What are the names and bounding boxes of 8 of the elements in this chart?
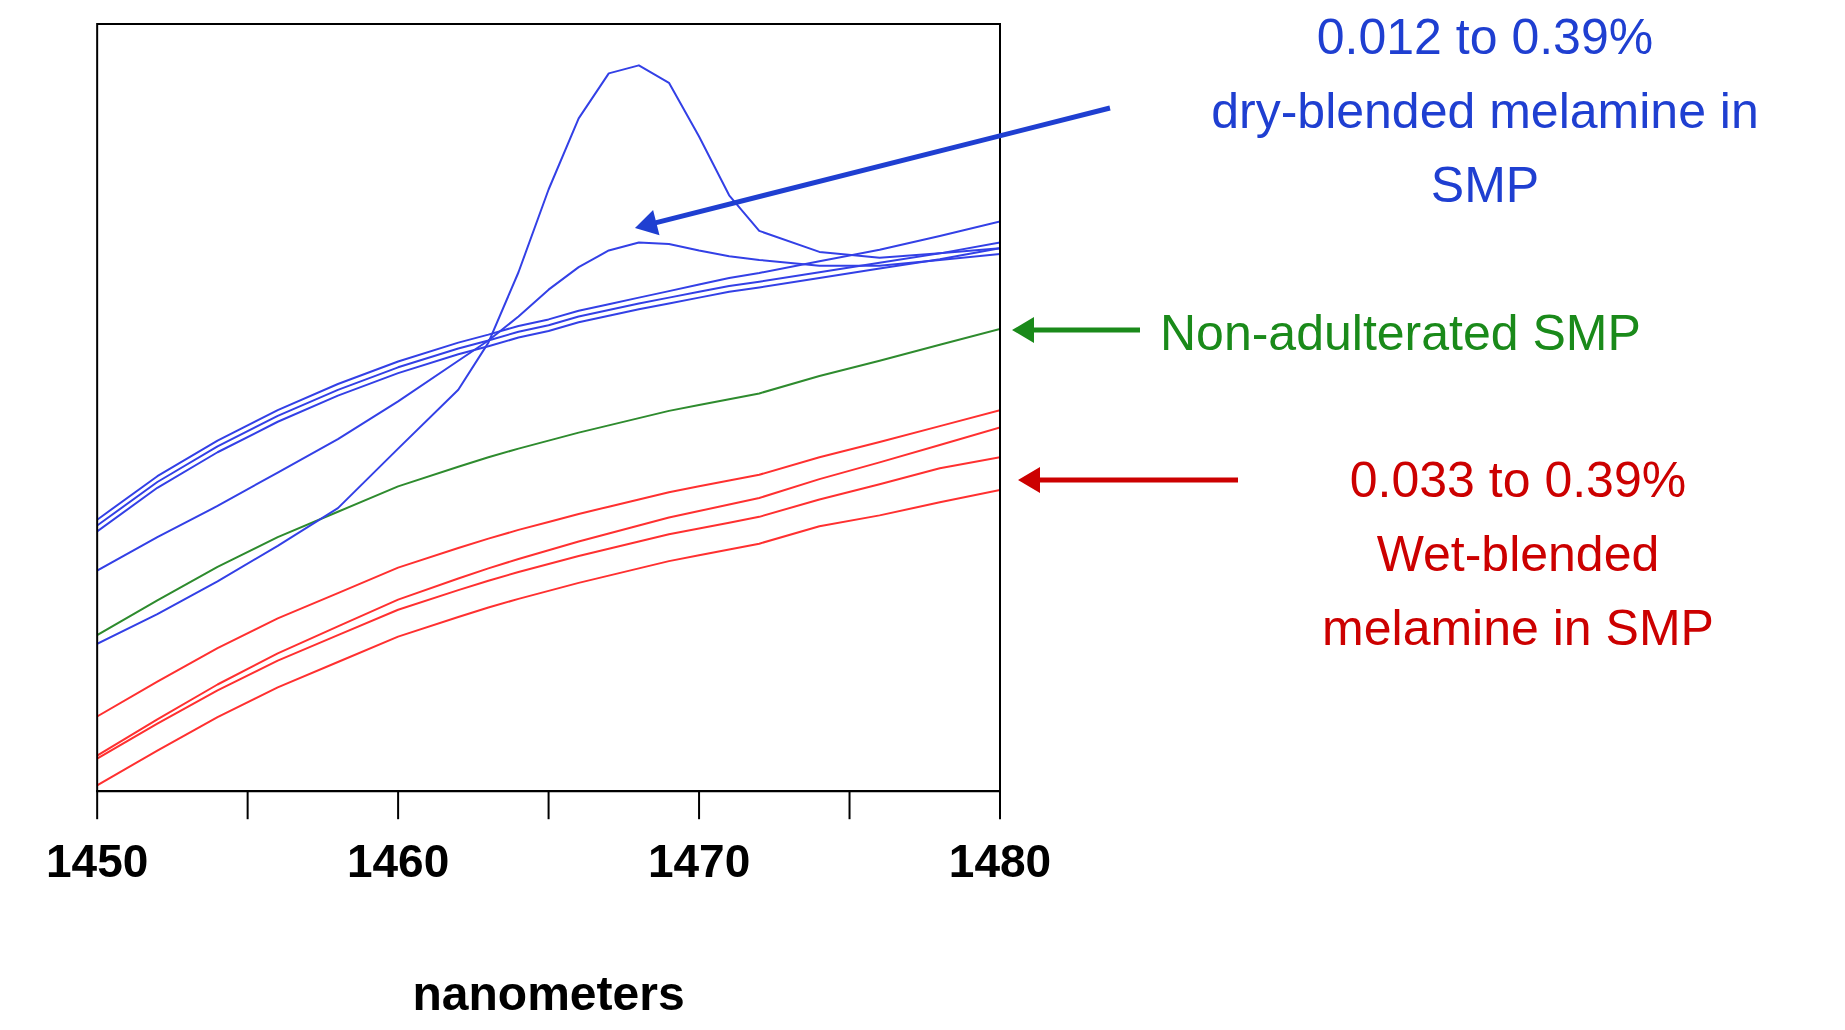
x-tick-label: 1470 [647, 835, 751, 888]
text: Non-adulterated SMP [1160, 305, 1641, 361]
text: 0.012 to 0.39% dry-blended melamine in SMP [1211, 9, 1759, 213]
x-tick-label: 1450 [45, 835, 149, 888]
x-tick-label: 1480 [948, 835, 1052, 888]
text: 0.033 to 0.39% Wet-blended melamine in SMP [1322, 452, 1714, 656]
x-tick-label: 1460 [346, 835, 450, 888]
x-axis-title: nanometers [412, 967, 685, 1021]
